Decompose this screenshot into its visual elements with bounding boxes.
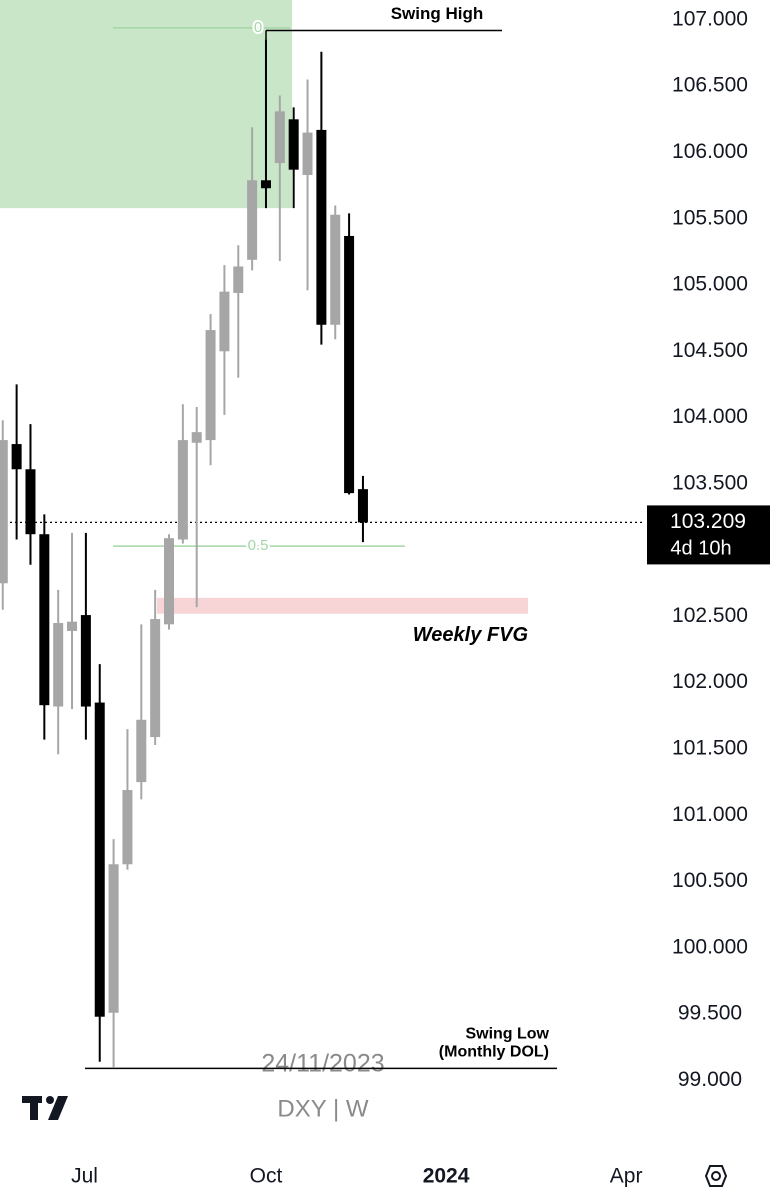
tradingview-logo bbox=[22, 1096, 68, 1120]
candle-body bbox=[0, 440, 8, 584]
candle-body bbox=[67, 621, 78, 631]
y-tick-label: 103.500 bbox=[672, 471, 748, 494]
candle-body bbox=[150, 619, 161, 738]
candle-body bbox=[25, 469, 36, 535]
y-tick-label: 106.500 bbox=[672, 74, 748, 97]
candle-body bbox=[39, 534, 50, 706]
x-tick-label: Oct bbox=[250, 1165, 283, 1188]
y-tick-label: 99.500 bbox=[678, 1002, 742, 1025]
symbol-watermark: DXY | W bbox=[277, 1095, 368, 1122]
date-watermark: 24/11/2023 bbox=[261, 1050, 384, 1078]
fib-label: 0.5 bbox=[248, 537, 269, 554]
fib-label: 0 bbox=[254, 19, 262, 36]
candle-body bbox=[136, 719, 147, 783]
y-tick-label: 107.000 bbox=[672, 7, 748, 30]
x-tick-label: Jul bbox=[71, 1165, 98, 1188]
swing-low-label: Swing Low bbox=[465, 1026, 549, 1043]
candle-body bbox=[247, 180, 258, 260]
candle-body bbox=[191, 432, 202, 443]
candle-body bbox=[357, 489, 368, 523]
candle-body bbox=[53, 623, 64, 707]
candle-body bbox=[316, 129, 327, 325]
candle-body bbox=[80, 615, 91, 707]
candle-body bbox=[205, 330, 216, 441]
zone bbox=[157, 597, 528, 614]
y-tick-label: 105.500 bbox=[672, 206, 748, 229]
candle-body bbox=[122, 790, 133, 865]
candle-body bbox=[164, 538, 175, 625]
y-tick-label: 102.500 bbox=[672, 604, 748, 627]
last-price-label: 103.209 bbox=[670, 510, 746, 533]
y-tick-label: 105.000 bbox=[672, 273, 748, 296]
candle-body bbox=[302, 132, 313, 175]
zone-label: Weekly FVG bbox=[413, 624, 528, 646]
candle-body bbox=[288, 119, 299, 170]
y-tick-label: 101.000 bbox=[672, 803, 748, 826]
x-tick-label: 2024 bbox=[423, 1165, 470, 1188]
y-tick-label: 101.500 bbox=[672, 737, 748, 760]
candle-body bbox=[274, 111, 285, 164]
candle-body bbox=[233, 266, 244, 293]
y-tick-label: 106.000 bbox=[672, 140, 748, 163]
y-tick-label: 99.000 bbox=[678, 1068, 742, 1091]
x-tick-label: Apr bbox=[610, 1165, 643, 1188]
candle-body bbox=[94, 702, 105, 1017]
candle-body bbox=[108, 864, 119, 1013]
y-tick-label: 104.500 bbox=[672, 339, 748, 362]
settings-icon[interactable] bbox=[704, 1165, 728, 1187]
y-tick-label: 100.500 bbox=[672, 869, 748, 892]
zone bbox=[0, 0, 292, 209]
last-price-box bbox=[647, 505, 770, 565]
y-tick-label: 104.000 bbox=[672, 405, 748, 428]
candle-body bbox=[344, 235, 355, 494]
swing-high-label: Swing High bbox=[391, 4, 484, 23]
y-tick-label: 102.000 bbox=[672, 670, 748, 693]
candle-body bbox=[330, 214, 341, 325]
candle-body bbox=[11, 444, 22, 470]
candle-body bbox=[219, 291, 230, 352]
y-tick-label: 100.000 bbox=[672, 935, 748, 958]
countdown-label: 4d 10h bbox=[670, 538, 731, 560]
candle-body bbox=[177, 440, 188, 540]
swing-low-label: (Monthly DOL) bbox=[439, 1044, 549, 1061]
